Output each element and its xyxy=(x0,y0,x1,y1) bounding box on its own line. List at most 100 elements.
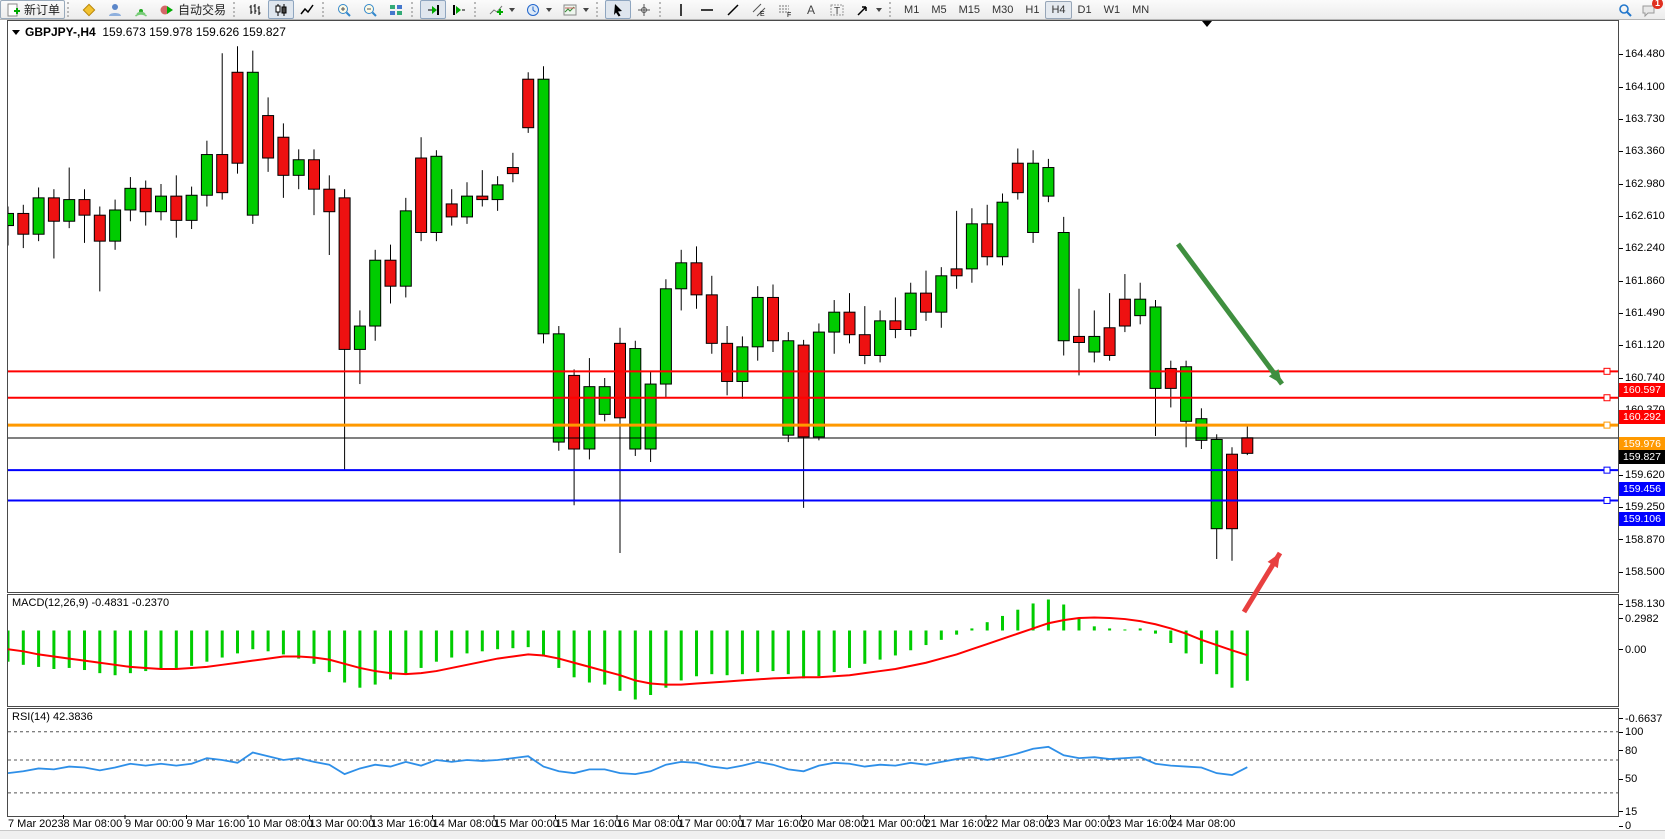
time-axis[interactable]: 7 Mar 2023 8 Mar 08:00 9 Mar 00:00 9 Mar 16… xyxy=(7,815,1617,830)
chevron-down-icon xyxy=(876,7,883,12)
time-tick: 9 Mar 16:00 xyxy=(186,818,246,830)
time-tick: 7 Mar 2023 xyxy=(8,818,64,830)
new-order-icon xyxy=(7,3,20,16)
horizontal-line-button[interactable] xyxy=(694,0,720,19)
toolbar: 新订单 自动交易 xyxy=(0,0,1665,20)
timeframe-w1[interactable]: W1 xyxy=(1103,3,1121,16)
price-tick: 158.500 xyxy=(1619,566,1665,578)
macd-panel[interactable]: MACD(12,26,9) -0.4831 -0.2370 xyxy=(7,594,1619,707)
chart-shift-icon xyxy=(453,4,466,15)
signals-icon xyxy=(135,8,148,17)
price-tick: 164.480 xyxy=(1619,48,1665,60)
symbol-period-label: GBPJPY-,H4 xyxy=(25,25,96,39)
macd-axis-tick: 0.00 xyxy=(1619,644,1646,656)
price-tick: 162.980 xyxy=(1619,178,1665,190)
autotrading-button[interactable]: 自动交易 xyxy=(154,0,231,19)
price-tick: 161.120 xyxy=(1619,339,1665,351)
time-tick: 15 Mar 16:00 xyxy=(555,818,621,830)
crosshair-button[interactable] xyxy=(631,0,657,19)
timeframe-m15[interactable]: M15 xyxy=(958,3,980,16)
trendline-button[interactable] xyxy=(720,0,746,19)
signals-button[interactable] xyxy=(128,0,154,19)
notification-badge: 1 xyxy=(1652,0,1663,9)
separator xyxy=(659,2,666,17)
tile-windows-icon xyxy=(390,4,403,15)
text-label-icon: T xyxy=(830,4,844,17)
zoom-out-button[interactable] xyxy=(357,0,383,19)
timeframe-h4[interactable]: H4 xyxy=(1045,0,1072,19)
timeframe-m1[interactable]: M1 xyxy=(904,3,920,16)
chevron-down-icon xyxy=(509,7,516,12)
time-tick: 15 Mar 00:00 xyxy=(494,818,559,830)
rsi-line xyxy=(8,745,1248,776)
time-tick: 8 Mar 08:00 xyxy=(63,818,123,830)
price-tag-160.292: 160.292 xyxy=(1619,409,1665,424)
price-tick: 163.360 xyxy=(1619,145,1665,157)
shapes-button[interactable] xyxy=(850,0,887,19)
separator xyxy=(67,2,74,17)
macd-axis-tick: 0.2982 xyxy=(1619,613,1659,625)
auto-scroll-button[interactable] xyxy=(420,0,447,19)
chevron-down-icon[interactable] xyxy=(12,29,20,35)
cursor-button[interactable] xyxy=(605,0,632,19)
rsi-axis-tick: 100 xyxy=(1619,726,1643,738)
channel-button[interactable]: E xyxy=(746,0,772,19)
timeframe-m30[interactable]: M30 xyxy=(992,3,1014,16)
chart-shift-marker[interactable] xyxy=(1202,21,1212,27)
chart-shift-button[interactable] xyxy=(446,0,472,19)
time-tick: 9 Mar 00:00 xyxy=(125,818,184,830)
search-icon[interactable] xyxy=(1617,2,1633,18)
rsi-panel[interactable]: RSI(14) 42.3836 xyxy=(7,708,1619,817)
market-button[interactable] xyxy=(102,0,128,19)
line-chart-button[interactable] xyxy=(294,0,320,19)
horizontal-line-icon xyxy=(701,8,714,11)
tile-windows-button[interactable] xyxy=(383,0,409,19)
text-label-button[interactable]: T xyxy=(824,0,850,19)
candlestick-chart xyxy=(8,46,1618,561)
vertical-line-button[interactable] xyxy=(668,0,694,19)
price-tick: 161.490 xyxy=(1619,307,1665,319)
svg-text:T: T xyxy=(834,6,840,17)
timeframe-h1[interactable]: H1 xyxy=(1025,3,1040,16)
rsi-axis-tick: 15 xyxy=(1619,806,1637,818)
timeframe-m5[interactable]: M5 xyxy=(931,3,947,16)
market-icon xyxy=(109,3,122,16)
time-tick: 21 Mar 16:00 xyxy=(924,818,990,830)
bar-chart-button[interactable] xyxy=(242,0,268,19)
macd-values: -0.4831 -0.2370 xyxy=(91,597,170,609)
rsi-value: 42.3836 xyxy=(52,711,93,723)
timeframe-mn[interactable]: MN xyxy=(1132,3,1150,16)
separator xyxy=(411,2,418,17)
chevron-down-icon xyxy=(583,7,590,12)
vertical-line-icon xyxy=(680,3,682,16)
price-tag-159.106: 159.106 xyxy=(1619,512,1665,527)
time-tick: 21 Mar 00:00 xyxy=(863,818,928,830)
periods-button[interactable] xyxy=(520,0,557,19)
price-tick: 162.610 xyxy=(1619,210,1665,222)
zoom-in-button[interactable] xyxy=(331,0,357,19)
indicators-button[interactable] xyxy=(483,0,520,19)
time-tick: 23 Mar 16:00 xyxy=(1109,818,1174,830)
metaeditor-button[interactable] xyxy=(76,0,102,19)
fibonacci-button[interactable]: F xyxy=(772,0,798,19)
text-button[interactable]: A xyxy=(798,0,824,19)
notification-button[interactable]: 1 xyxy=(1641,0,1663,18)
horizontal-lines xyxy=(8,367,1618,504)
new-order-button[interactable]: 新订单 xyxy=(0,0,66,19)
candlestick-series xyxy=(8,46,1254,561)
cursor-icon xyxy=(614,3,623,16)
timeframe-d1[interactable]: D1 xyxy=(1077,3,1092,16)
price-chart-panel[interactable] xyxy=(7,20,1619,593)
candlestick-chart-button[interactable] xyxy=(268,0,295,19)
templates-button[interactable] xyxy=(557,0,594,19)
autotrading-icon xyxy=(160,5,174,14)
toolbar-right: 1 xyxy=(1617,0,1665,18)
metaeditor-icon xyxy=(82,3,96,16)
channel-icon: E xyxy=(752,3,766,18)
time-tick: 13 Mar 00:00 xyxy=(309,818,375,830)
macd-chart xyxy=(8,599,1249,700)
price-axis[interactable]: 164.480 164.100 163.730 163.360 162.980 162.6… xyxy=(1619,20,1665,832)
macd-label: MACD(12,26,9) -0.4831 -0.2370 xyxy=(12,597,170,609)
time-tick: 13 Mar 16:00 xyxy=(371,818,436,830)
